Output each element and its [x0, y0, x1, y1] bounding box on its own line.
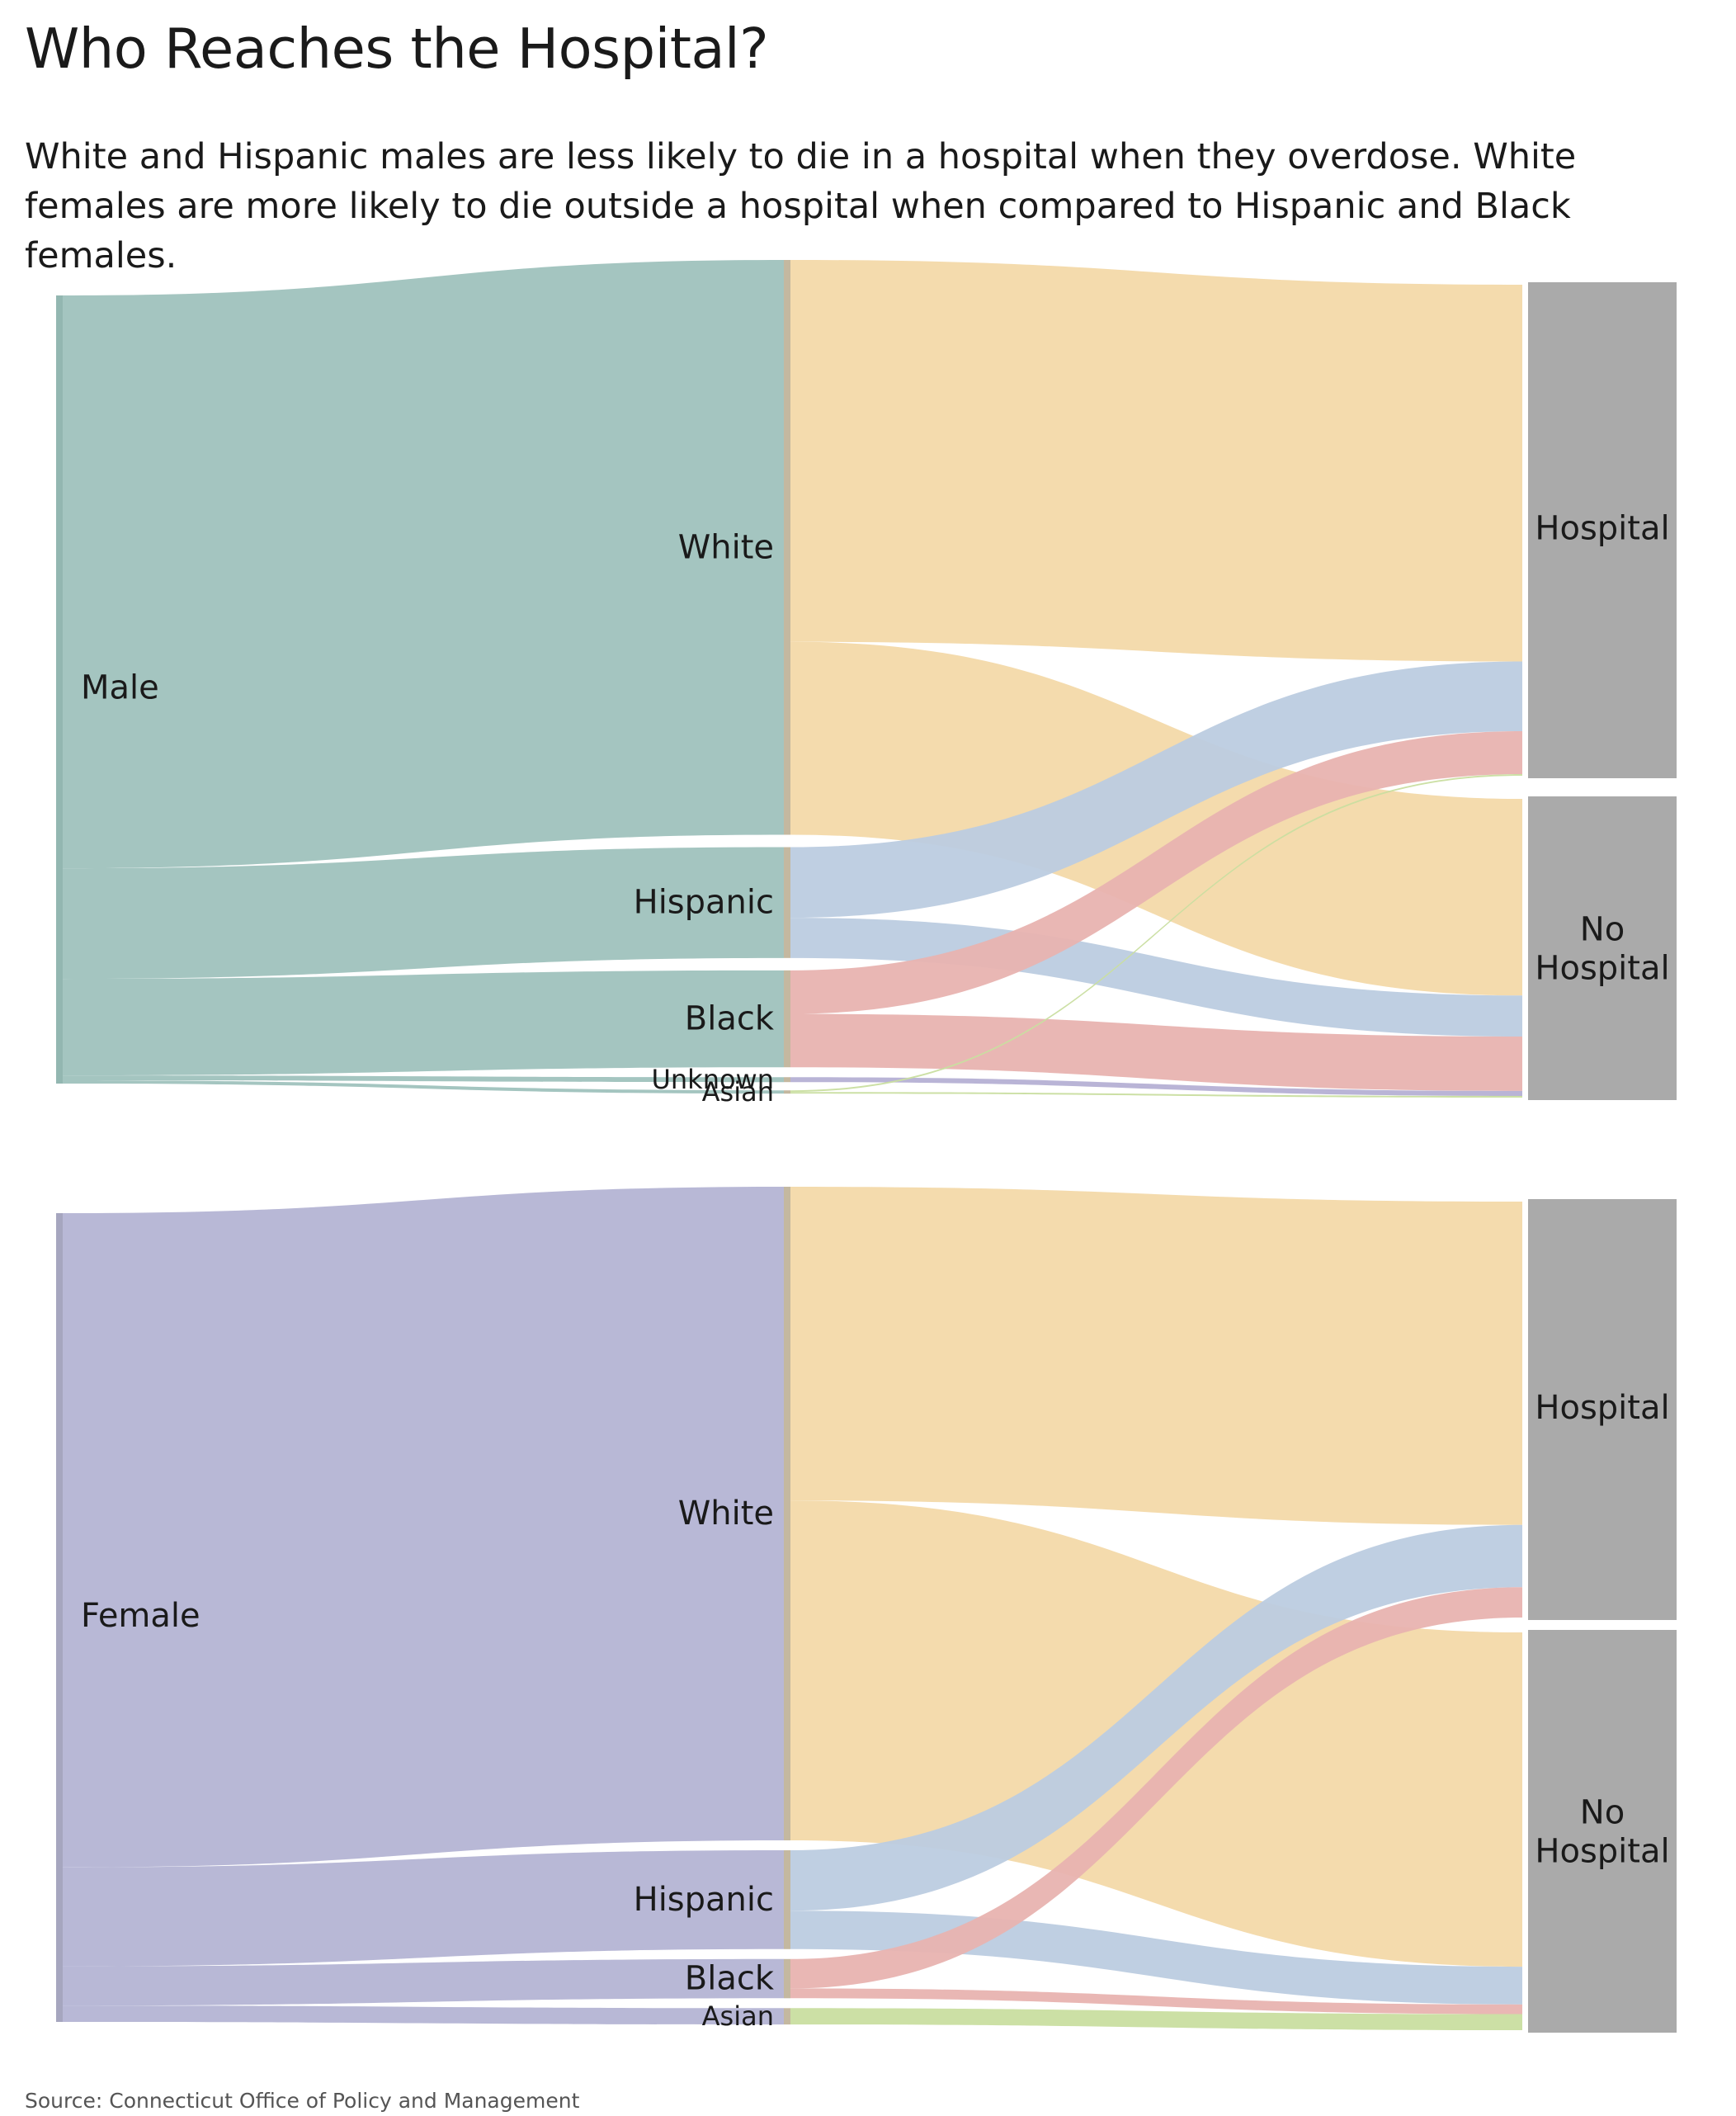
node-female-white — [784, 1187, 790, 1840]
label-female-no-hospital: No Hospital — [1535, 1793, 1669, 1870]
label-male-hispanic: Hispanic — [634, 884, 774, 922]
label-female-white: White — [678, 1495, 774, 1533]
label-female: Female — [81, 1597, 200, 1635]
node-male-hospital — [1528, 282, 1677, 778]
label-female-no-hospital-line: Hospital — [1535, 1833, 1669, 1871]
label-female-black: Black — [685, 1960, 775, 1998]
chart-subtitle: White and Hispanic males are less likely… — [25, 136, 1577, 276]
link-male-asian-to-no-hospital — [790, 1092, 1522, 1098]
link-male-black — [63, 970, 784, 1076]
link-female-hispanic — [63, 1850, 784, 1967]
link-male-hispanic-to-hospital — [790, 661, 1522, 919]
node-male-unknown — [784, 1077, 790, 1083]
source-note: Source: Connecticut Office of Policy and… — [25, 2089, 580, 2113]
label-male-no-hospital-line: Hospital — [1535, 950, 1669, 988]
node-male-asian — [784, 1090, 790, 1094]
link-male-asian — [63, 1080, 784, 1094]
chart-title: Who Reaches the Hospital? — [25, 17, 769, 81]
label-male-no-hospital: No Hospital — [1535, 910, 1669, 987]
node-female-asian — [784, 2008, 790, 2025]
label-male-asian: Asian — [702, 1076, 774, 1108]
link-male-unknown — [63, 1075, 784, 1083]
link-male-black-to-no-hospital — [790, 1013, 1522, 1091]
label-female-no-hospital-line: No — [1580, 1793, 1625, 1831]
node-female — [56, 1213, 63, 2022]
node-female-hispanic — [784, 1850, 790, 1949]
node-female-no-hospital — [1528, 1630, 1677, 2033]
label-male-black: Black — [685, 1000, 775, 1038]
link-female-black-to-hospital — [790, 1587, 1522, 1989]
node-female-black — [784, 1958, 790, 1999]
node-male — [56, 295, 63, 1084]
link-female-asian — [63, 2005, 784, 2025]
link-female-black — [63, 1958, 784, 2006]
link-male-black-to-hospital — [790, 730, 1522, 1014]
node-male-no-hospital — [1528, 796, 1677, 1100]
link-female-hispanic-to-hospital — [790, 1524, 1522, 1911]
link-female-white-to-hospital — [790, 1187, 1522, 1525]
label-male: Male — [81, 669, 159, 707]
label-male-hospital: Hospital — [1535, 510, 1669, 548]
link-male-unknown-to-no-hospital — [790, 1077, 1522, 1096]
node-male-hispanic — [784, 847, 790, 958]
label-male-no-hospital-line: No — [1580, 910, 1625, 948]
link-male-white — [63, 260, 784, 869]
label-male-white: White — [678, 528, 774, 566]
label-male-unknown: Unknown — [651, 1064, 774, 1095]
node-female-hospital — [1528, 1199, 1677, 1620]
node-male-white — [784, 260, 790, 835]
link-female-black-to-no-hospital — [790, 1988, 1522, 2014]
node-male-black — [784, 970, 790, 1068]
label-female-asian: Asian — [702, 2000, 774, 2032]
link-male-hispanic — [63, 847, 784, 980]
link-male-white-to-hospital — [790, 260, 1522, 662]
link-female-asian-to-no-hospital — [790, 2008, 1522, 2030]
label-female-hispanic: Hispanic — [634, 1881, 774, 1919]
link-female-white — [63, 1187, 784, 1868]
label-female-hospital: Hospital — [1535, 1389, 1669, 1427]
link-male-asian-to-hospital — [790, 774, 1522, 1093]
